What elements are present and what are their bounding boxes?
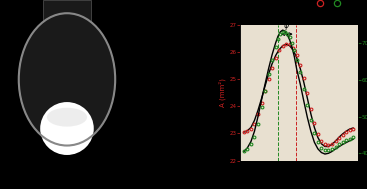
Ellipse shape	[40, 102, 94, 155]
FancyBboxPatch shape	[43, 0, 91, 38]
Ellipse shape	[47, 108, 87, 127]
Text: $d$: $d$	[184, 154, 191, 163]
Text: Theory: Theory	[240, 17, 262, 22]
Text: $SDS$: $SDS$	[199, 66, 215, 75]
Ellipse shape	[19, 13, 115, 146]
Text: Experiments: Experiments	[240, 2, 280, 7]
Y-axis label: A (mm²): A (mm²)	[219, 78, 226, 107]
X-axis label: Time (min): Time (min)	[280, 173, 318, 179]
FancyBboxPatch shape	[43, 32, 91, 66]
Text: $\varphi$: $\varphi$	[283, 22, 290, 33]
Text: $\alpha CD_2 : S$: $\alpha CD_2 : S$	[139, 172, 168, 182]
Text: $+$: $+$	[175, 44, 185, 55]
Text: $\alpha CD$: $\alpha CD$	[146, 70, 162, 79]
